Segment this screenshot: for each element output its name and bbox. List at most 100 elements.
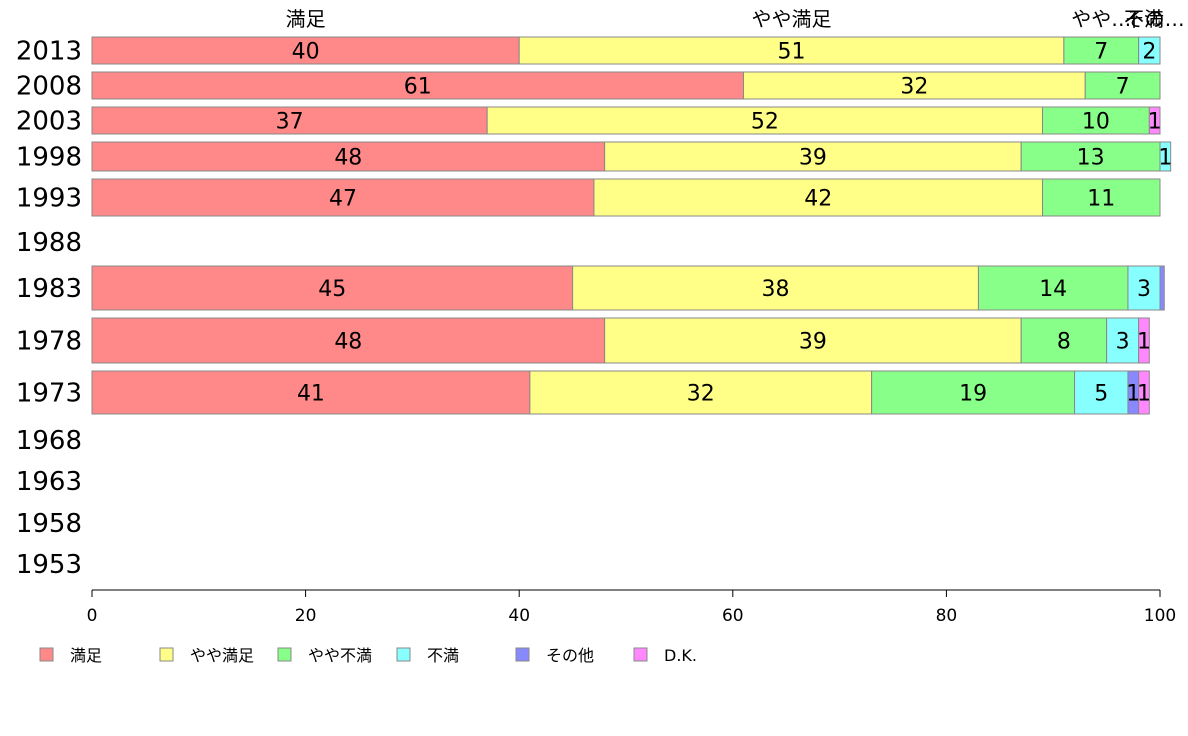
x-tick-label: 40 — [508, 606, 530, 626]
year-label-1988: 1988 — [16, 228, 82, 258]
bar-value-label: 1 — [1137, 330, 1151, 355]
bar-value-label: 39 — [799, 146, 827, 171]
bar-value-label: 40 — [292, 40, 320, 65]
bar-value-label: 41 — [297, 382, 325, 407]
top-category-labels: 満足 やや満足 やや…不満その… — [286, 7, 1185, 31]
bar-segment-2003-1 — [486, 106, 1044, 135]
x-tick-label: 20 — [295, 606, 317, 626]
bar-value-label: 1 — [1158, 146, 1172, 171]
bar-value-label: 48 — [334, 330, 362, 355]
bar-segment-1998-1 — [604, 141, 1022, 172]
bar-value-label: 5 — [1094, 382, 1108, 407]
bar-segment-1998-3 — [1159, 141, 1172, 172]
bar-value-label: 13 — [1077, 146, 1105, 171]
bar-value-label: 14 — [1039, 277, 1067, 302]
bar-segment-1973-5 — [1138, 370, 1150, 415]
bar-value-label: 42 — [804, 187, 832, 212]
bar-segment-1978-1 — [604, 317, 1022, 364]
bar-value-label: 39 — [799, 330, 827, 355]
legend-swatch — [396, 647, 411, 662]
year-axis-labels: 2013 2008 2003 1998 1993 1988 1983 1978 1973 1968… — [16, 37, 82, 581]
bar-value-label: 1 — [1148, 110, 1162, 135]
legend-label: やや不満 — [308, 646, 372, 665]
year-label-1978: 1978 — [16, 327, 82, 357]
top-label-4: その… — [1125, 7, 1185, 31]
bar-segment-1978-3 — [1106, 317, 1140, 364]
bar-value-label: 32 — [687, 382, 715, 407]
year-label-1973: 1973 — [16, 379, 82, 409]
year-label-1953: 1953 — [16, 550, 82, 580]
bar-value-label: 47 — [329, 187, 357, 212]
top-label-2: やや… — [1071, 7, 1131, 31]
legend-swatch — [159, 647, 174, 662]
bar-value-label: 38 — [762, 277, 790, 302]
x-tick-label: 80 — [936, 606, 958, 626]
bar-value-label: 61 — [404, 75, 432, 100]
year-label-2003: 2003 — [16, 107, 82, 137]
legend-label: 満足 — [70, 646, 102, 665]
bar-segment-2013-3 — [1138, 36, 1161, 65]
bar-value-label: 11 — [1087, 187, 1115, 212]
legend-label: やや満足 — [190, 646, 254, 665]
bar-value-label: 2 — [1142, 40, 1156, 65]
bar-segment-1973-3 — [1074, 370, 1129, 415]
bar-value-label: 3 — [1137, 277, 1151, 302]
year-label-1998: 1998 — [16, 143, 82, 173]
bar-value-label: 7 — [1116, 75, 1130, 100]
bar-segment-1978-2 — [1020, 317, 1108, 364]
bar-segment-2013-0 — [91, 36, 520, 65]
bar-segment-2003-0 — [91, 106, 488, 135]
bar-segment-1978-5 — [1138, 317, 1150, 364]
bar-segment-1993-2 — [1042, 178, 1161, 217]
bar-segment-1998-0 — [91, 141, 606, 172]
bar-segment-1983-1 — [572, 265, 979, 311]
year-label-1983: 1983 — [16, 274, 82, 304]
bar-segment-1993-1 — [593, 178, 1044, 217]
legend-swatch — [515, 647, 530, 662]
legend-label: その他 — [546, 646, 594, 665]
bar-value-label: 8 — [1057, 330, 1071, 355]
year-label-1993: 1993 — [16, 184, 82, 214]
legend-swatch — [277, 647, 292, 662]
bar-segment-1983-0 — [91, 265, 574, 311]
x-axis: 0 20 40 60 80 100 — [87, 589, 1176, 626]
bar-value-label: 32 — [900, 75, 928, 100]
year-label-1963: 1963 — [16, 467, 82, 497]
bar-value-label: 10 — [1082, 110, 1110, 135]
bar-segment-2008-0 — [91, 71, 744, 100]
bar-segment-2013-1 — [518, 36, 1065, 65]
bar-segment-2008-1 — [742, 71, 1086, 100]
year-label-2013: 2013 — [16, 37, 82, 67]
bar-segment-1998-2 — [1020, 141, 1161, 172]
bar-segment-1973-1 — [529, 370, 873, 415]
bar-value-label: 19 — [959, 382, 987, 407]
bar-segment-1983-2 — [977, 265, 1129, 311]
top-label-1: やや満足 — [752, 7, 832, 31]
legend-label: 不満 — [427, 646, 459, 665]
year-label-2008: 2008 — [16, 72, 82, 102]
bar-segment-2003-2 — [1042, 106, 1150, 135]
bar-value-label: 45 — [318, 277, 346, 302]
x-tick-label: 60 — [722, 606, 744, 626]
bar-segment-1983-4 — [1159, 265, 1165, 311]
bar-segment-2008-2 — [1084, 71, 1161, 100]
x-tick-label: 0 — [87, 606, 98, 626]
bar-value-label: 52 — [751, 110, 779, 135]
bar-value-label: 3 — [1116, 330, 1130, 355]
bar-value-label: 48 — [334, 146, 362, 171]
bar-value-label: 1 — [1126, 382, 1140, 407]
bar-value-label: 7 — [1094, 40, 1108, 65]
legend: 満足 やや満足 やや不満 不満 その他 D.K. — [39, 646, 697, 665]
year-label-1958: 1958 — [16, 509, 82, 539]
bar-value-label: 37 — [276, 110, 304, 135]
x-tick-label: 100 — [1144, 606, 1176, 626]
top-label-0: 満足 — [286, 7, 326, 31]
bar-segment-1983-3 — [1127, 265, 1161, 311]
year-label-1968: 1968 — [16, 426, 82, 456]
bar-segment-1973-0 — [91, 370, 531, 415]
legend-label: D.K. — [664, 646, 697, 665]
legend-swatch — [39, 647, 54, 662]
bar-segment-2013-2 — [1063, 36, 1140, 65]
